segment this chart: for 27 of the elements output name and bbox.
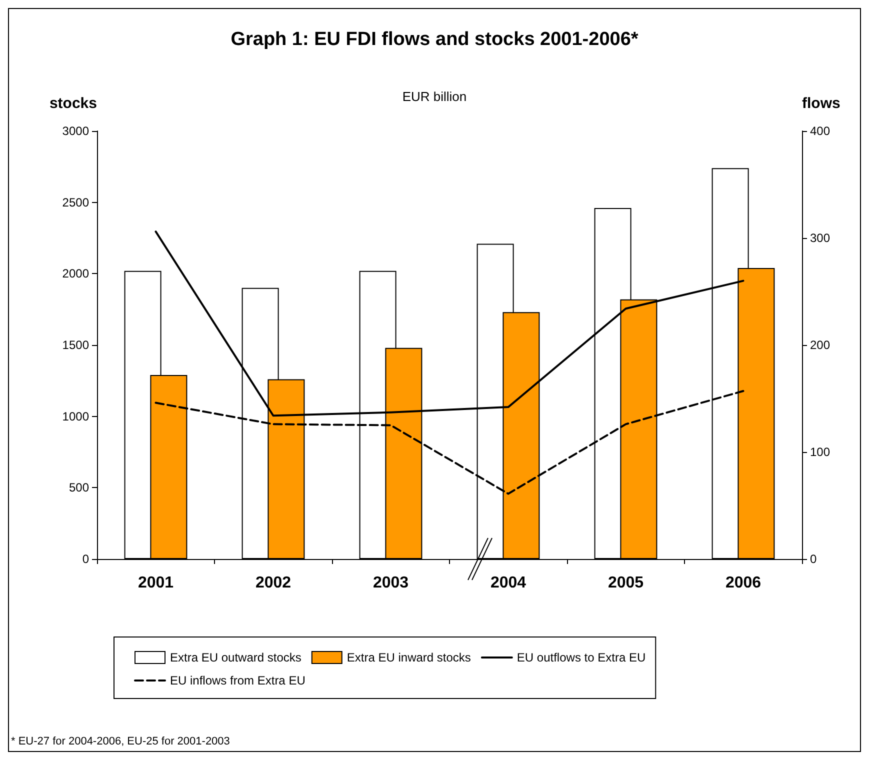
chart-title: Graph 1: EU FDI flows and stocks 2001-2006*: [230, 29, 639, 50]
chart-subtitle: EUR billion: [402, 89, 467, 104]
x-tick-label: 2001: [138, 574, 174, 592]
y-tick-label: 2000: [62, 266, 90, 281]
y2-tick-label: 400: [810, 124, 830, 138]
y-tick-label: 0: [82, 552, 90, 566]
y2-tick-label: 100: [810, 445, 830, 459]
x-tick-label: 2002: [255, 574, 292, 592]
legend-label: Extra EU outward stocks: [170, 650, 302, 664]
y2-axis-title: flows: [802, 95, 840, 112]
y2-tick-label: 0: [810, 552, 817, 566]
x-tick-label: 2005: [608, 574, 644, 592]
y2-tick-label: 300: [810, 231, 830, 245]
legend-label: Extra EU inward stocks: [346, 650, 471, 664]
legend-label: EU inflows from Extra EU: [170, 674, 306, 688]
y-tick-label: 3000: [62, 124, 90, 138]
x-tick-label: 2003: [372, 574, 409, 592]
y-axis-title: stocks: [49, 95, 97, 112]
y-tick-label: 1500: [62, 338, 90, 352]
y-tick-label: 2500: [62, 195, 90, 210]
text: * EU-27 for 2004-2006, EU-25 for 2001-2003: [11, 736, 230, 748]
x-tick-label: 2004: [490, 574, 526, 592]
y-tick-label: 500: [68, 480, 90, 495]
y2-tick-label: 200: [810, 338, 830, 352]
x-tick-label: 2006: [725, 574, 762, 592]
y-tick-label: 1000: [62, 409, 90, 424]
legend-label: EU outflows to Extra EU: [516, 650, 646, 664]
